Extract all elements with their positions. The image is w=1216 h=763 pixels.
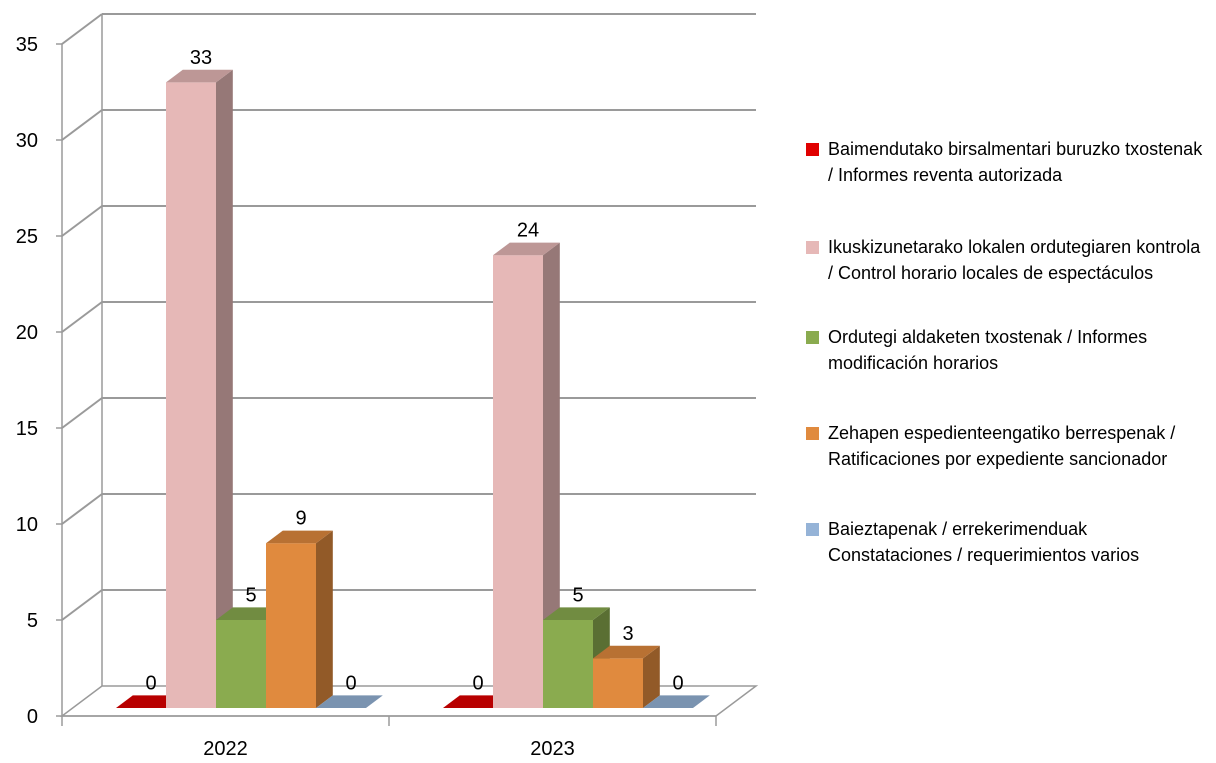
data-label: 0 [145, 672, 156, 694]
legend-item: Zehapen espedienteengatiko berrespenak /… [806, 420, 1206, 500]
data-label: 5 [245, 584, 256, 606]
x-tick-label: 2022 [203, 738, 248, 760]
legend: Baimendutako birsalmentari buruzko txost… [806, 136, 1206, 596]
data-label: 3 [622, 623, 633, 645]
data-labels: 0 33 5 9 0 0 24 5 3 0 [145, 47, 683, 695]
legend-label: Zehapen espedienteengatiko berrespenak /… [828, 423, 1176, 469]
bar-side [316, 530, 333, 708]
data-label: 0 [345, 672, 356, 694]
gridline [61, 589, 103, 621]
bar-top [643, 695, 710, 708]
data-label: 24 [517, 220, 539, 242]
legend-label: Ordutegi aldaketen txostenak / Informes … [828, 327, 1148, 373]
legend-swatch [806, 241, 819, 254]
legend-item: Baieztapenak / errekerimenduak Constatac… [806, 516, 1206, 596]
bar [593, 658, 643, 708]
y-tick-label: 5 [27, 610, 38, 632]
bars [116, 69, 710, 709]
legend-label: Baieztapenak / errekerimenduak Constatac… [828, 519, 1140, 565]
gridline [61, 109, 103, 141]
y-tick-label: 20 [16, 322, 38, 344]
bar-side [643, 645, 660, 708]
y-tick-label: 30 [16, 130, 38, 152]
bar [166, 82, 216, 708]
y-tick-labels: 0 5 10 15 20 25 30 35 [16, 34, 38, 728]
bar-top [543, 607, 610, 620]
y-tick-label: 15 [16, 418, 38, 440]
legend-item: Baimendutako birsalmentari buruzko txost… [806, 136, 1206, 216]
data-label: 0 [672, 672, 683, 694]
x-tick-labels: 2022 2023 [203, 738, 575, 760]
legend-label: Baimendutako birsalmentari buruzko txost… [828, 139, 1203, 185]
legend-swatch [806, 427, 819, 440]
bar-top [593, 645, 660, 659]
legend-label: Ikuskizunetarako lokalen ordutegiaren ko… [828, 237, 1201, 283]
bar-top [166, 69, 233, 83]
bar-top [266, 530, 333, 544]
gridline [61, 13, 103, 45]
data-label: 0 [472, 672, 483, 694]
y-tick-label: 25 [16, 226, 38, 248]
bar [266, 543, 316, 708]
bar [543, 620, 593, 708]
bar-top [493, 242, 560, 256]
legend-swatch [806, 143, 819, 156]
gridline [61, 301, 103, 333]
data-label: 5 [572, 584, 583, 606]
y-tick-label: 10 [16, 514, 38, 536]
gridline [61, 397, 103, 429]
legend-swatch [806, 523, 819, 536]
bar [216, 620, 266, 708]
data-label: 9 [295, 508, 306, 530]
legend-item: Ikuskizunetarako lokalen ordutegiaren ko… [806, 234, 1206, 314]
axes [56, 14, 717, 726]
bar [493, 255, 543, 708]
bar-side [543, 242, 560, 708]
y-tick-label: 35 [16, 34, 38, 56]
legend-swatch [806, 331, 819, 344]
x-tick-label: 2023 [530, 738, 575, 760]
gridline [61, 493, 103, 525]
data-label: 33 [190, 47, 212, 69]
bar-side [216, 69, 233, 709]
legend-item: Ordutegi aldaketen txostenak / Informes … [806, 324, 1206, 386]
y-tick-label: 0 [27, 706, 38, 728]
gridline [61, 205, 103, 237]
bar-top [316, 695, 383, 708]
